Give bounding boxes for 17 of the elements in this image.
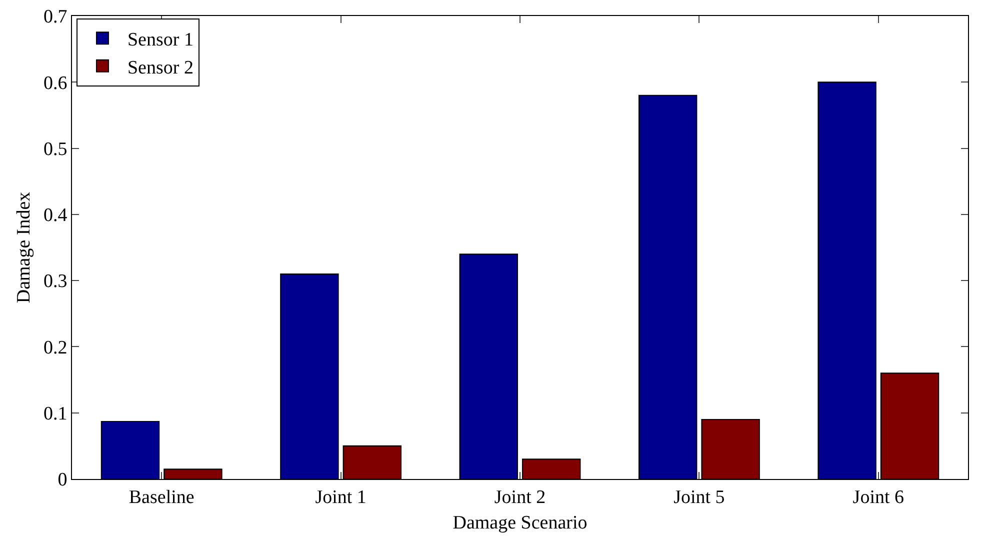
y-tick-label: 0.5: [43, 138, 68, 160]
y-tick-label: 0.7: [43, 6, 68, 28]
x-axis-title: Damage Scenario: [452, 512, 588, 534]
x-tick-label: Joint 2: [494, 486, 546, 508]
x-tick-label: Joint 5: [674, 486, 725, 508]
x-tick-label: Joint 1: [315, 486, 366, 508]
y-tick-label: 0.2: [43, 337, 68, 358]
x-tick-label: Baseline: [128, 486, 194, 508]
y-axis-title: Damage Index: [13, 191, 34, 304]
legend-label: Sensor 1: [127, 30, 194, 51]
y-tick-label: 0.6: [43, 72, 68, 94]
y-tick-label: 0.4: [43, 205, 68, 226]
x-tick-label: Joint 6: [852, 486, 904, 508]
legend-label: Sensor 2: [127, 57, 194, 78]
y-tick-label: 0.3: [43, 271, 68, 292]
y-tick-label: 0: [58, 470, 68, 491]
y-tick-label: 0.1: [43, 404, 68, 425]
